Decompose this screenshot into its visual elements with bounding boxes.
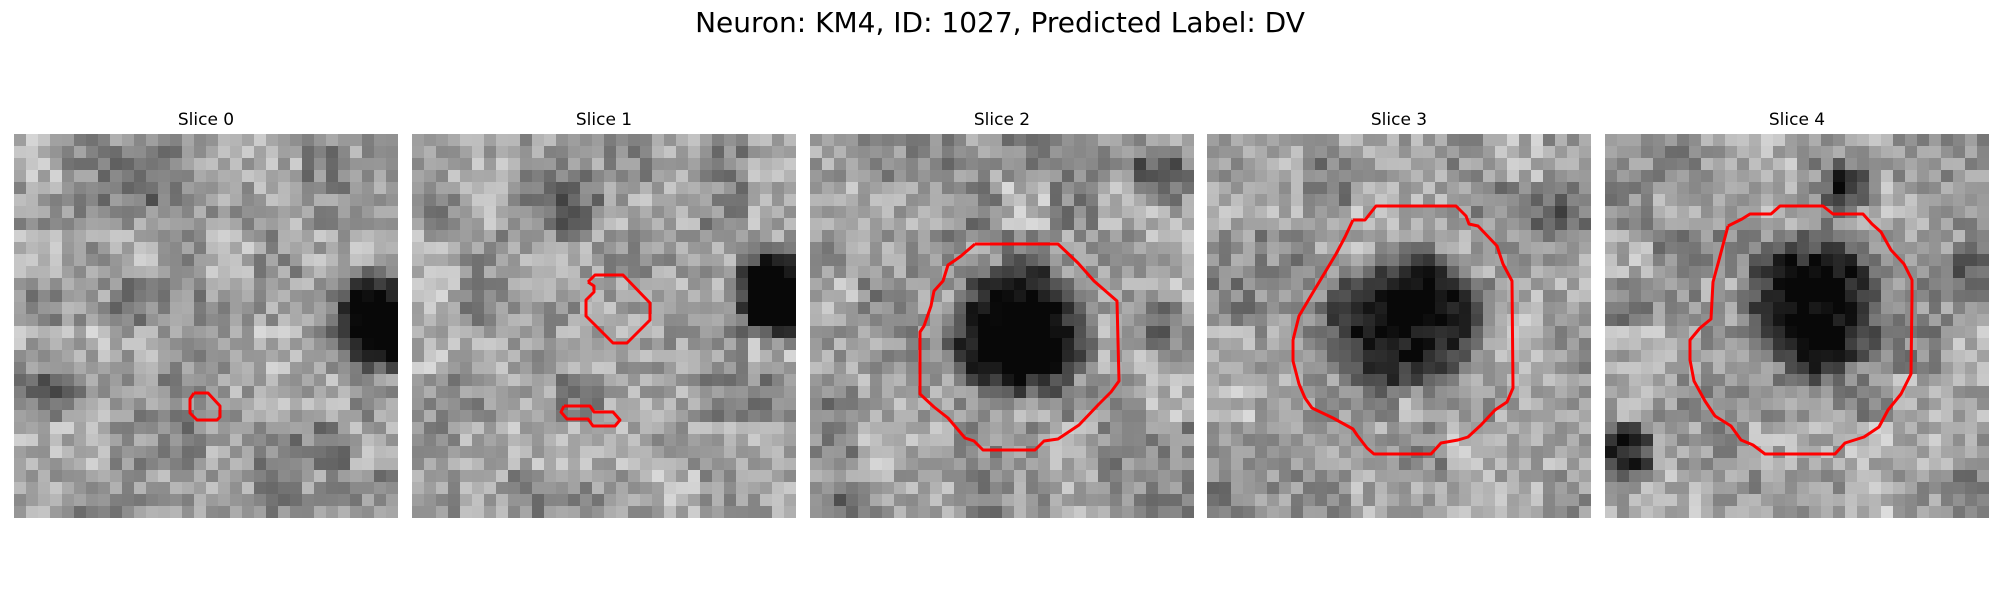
segmentation-contour-overlay <box>559 273 652 428</box>
figure-title: Neuron: KM4, ID: 1027, Predicted Label: … <box>695 6 1305 39</box>
segmentation-contour-overlay <box>188 391 222 422</box>
slice-title: Slice 3 <box>1370 110 1428 130</box>
slice-panel-3: Slice 3 <box>1207 108 1591 518</box>
grayscale-microscopy-image <box>14 134 398 518</box>
segmentation-contour <box>584 273 652 345</box>
slice-image <box>412 134 796 518</box>
segmentation-contour <box>188 391 222 422</box>
segmentation-contour-overlay <box>918 242 1121 452</box>
grayscale-microscopy-image <box>412 134 796 518</box>
segmentation-contour <box>559 404 622 428</box>
segmentation-contour-overlay <box>1291 204 1515 456</box>
slice-title: Slice 0 <box>177 110 235 130</box>
segmentation-contour <box>1291 204 1515 456</box>
slice-panel-4: Slice 4 <box>1605 108 1989 518</box>
slice-image <box>1605 134 1989 518</box>
slice-panel-1: Slice 1 <box>412 108 796 518</box>
slice-image <box>810 134 1194 518</box>
slice-title: Slice 2 <box>973 110 1031 130</box>
slice-title: Slice 1 <box>575 110 633 130</box>
segmentation-contour-overlay <box>1688 204 1914 456</box>
segmentation-contour <box>1688 204 1914 456</box>
segmentation-contour <box>918 242 1121 452</box>
slice-panel-0: Slice 0 <box>14 108 398 518</box>
slice-panel-2: Slice 2 <box>810 108 1194 518</box>
grayscale-microscopy-image <box>810 134 1194 518</box>
slice-image <box>14 134 398 518</box>
slice-image <box>1207 134 1591 518</box>
slice-title: Slice 4 <box>1768 110 1826 130</box>
